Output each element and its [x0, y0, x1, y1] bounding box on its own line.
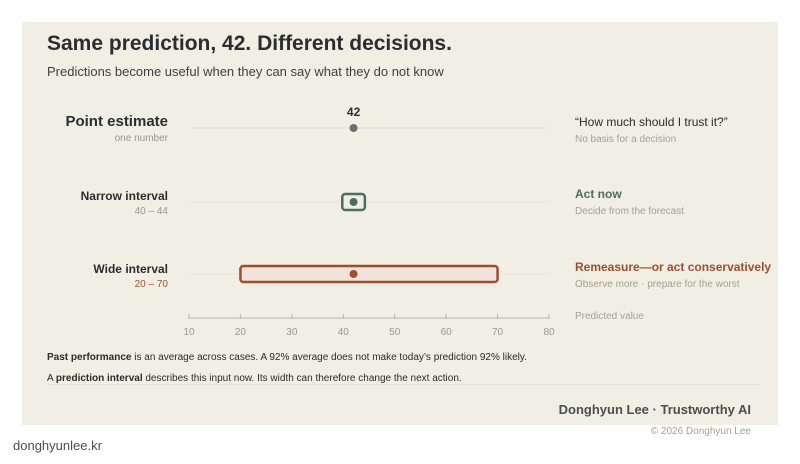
decision-action: Act now [575, 187, 622, 201]
tick-label: 20 [235, 327, 247, 338]
note-text: describes this input now. Its width can … [142, 373, 462, 384]
row-sublabel: 40 – 44 [134, 206, 168, 217]
note-text: is an average across cases. A 92% averag… [131, 352, 527, 363]
decision-point-estimate: “How much should I trust it?” No basis f… [575, 115, 728, 145]
x-axis: 10 20 30 40 50 60 70 80 [183, 314, 555, 338]
tick-label: 10 [183, 327, 195, 338]
decision-outcome: No basis for a decision [575, 134, 677, 145]
axis-title: Predicted value [575, 311, 644, 322]
divider [47, 384, 759, 385]
tick-label: 70 [492, 327, 504, 338]
author-credit: Donghyun Lee · Trustworthy AI [558, 402, 751, 417]
note-strong: Past performance [47, 352, 132, 363]
tick-label: 60 [441, 327, 453, 338]
tick-label: 80 [543, 327, 555, 338]
row-label-wide-interval: Wide interval 20 – 70 [93, 262, 168, 290]
figure-card [22, 22, 778, 425]
decision-outcome: Observe more · prepare for the worst [575, 279, 740, 290]
site-url: donghyunlee.kr [13, 438, 102, 453]
point-estimate-marker [349, 124, 358, 132]
copyright: © 2026 Donghyun Lee [650, 426, 751, 437]
decision-wide-interval: Remeasure—or act conservatively Observe … [575, 260, 771, 290]
figure-title: Same prediction, 42. Different decisions… [47, 32, 452, 55]
decision-action: Remeasure—or act conservatively [575, 260, 772, 274]
figure-subtitle: Predictions become useful when they can … [47, 64, 444, 79]
wide-interval-box [239, 264, 499, 284]
row-title: Narrow interval [80, 189, 168, 203]
row-label-narrow-interval: Narrow interval 40 – 44 [81, 189, 168, 217]
note-strong: prediction interval [55, 373, 143, 384]
tick-label: 40 [338, 327, 350, 338]
tick-label: 30 [286, 327, 298, 338]
point-value-label: 42 [347, 105, 361, 119]
row-title: Wide interval [93, 262, 168, 276]
row-label-point-estimate: Point estimate one number [65, 113, 168, 144]
row-title: Point estimate [65, 113, 168, 130]
wide-estimate-marker [349, 270, 358, 278]
row-sublabel: 20 – 70 [134, 279, 168, 290]
decision-outcome: Decide from the forecast [575, 206, 684, 217]
note-past-performance: Past performance is an average across ca… [47, 352, 527, 363]
decision-question: “How much should I trust it?” [575, 115, 728, 129]
note-prediction-interval: A prediction interval describes this inp… [47, 373, 462, 384]
note-text: A [47, 373, 56, 384]
tick-label: 50 [389, 327, 401, 338]
interval-marks: 42 [189, 105, 549, 284]
narrow-estimate-marker [349, 198, 358, 206]
row-sublabel: one number [114, 133, 168, 144]
decision-narrow-interval: Act now Decide from the forecast [575, 187, 684, 217]
